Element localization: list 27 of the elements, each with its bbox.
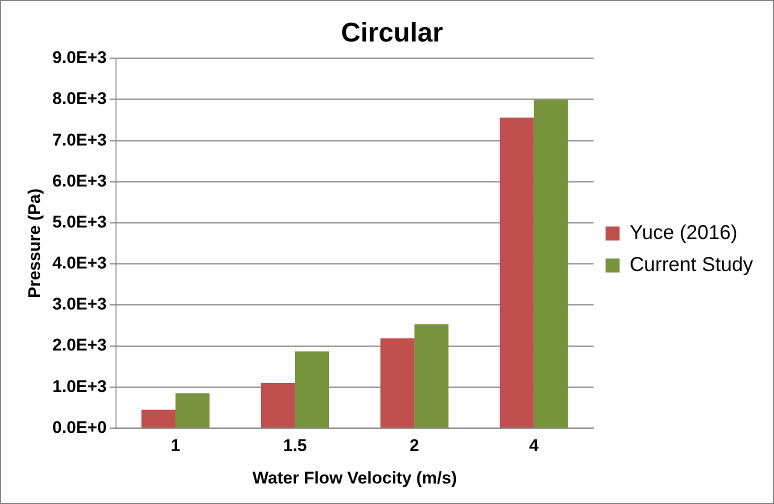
x-axis-title: Water Flow Velocity (m/s) [252,468,457,488]
bar [175,393,210,428]
y-tick-label: 3.0E+3 [52,294,107,314]
y-tick-label: 6.0E+3 [52,171,107,190]
y-tick-label: 8.0E+3 [52,89,107,108]
bar [500,118,534,428]
bar [534,99,568,428]
legend-label: Yuce (2016) [630,222,738,244]
y-tick-label: 0.0E+0 [52,418,107,437]
y-axis-title: Pressure (Pa) [24,188,44,298]
bar [141,410,176,428]
x-tick-label: 1.5 [283,436,307,456]
bar [414,324,448,428]
x-tick-label: 1 [170,436,180,456]
y-tick-label: 2.0E+3 [52,336,107,355]
legend-label: Current Study [630,254,753,276]
x-tick-label: 4 [529,436,540,456]
bar [380,338,414,428]
chart-title: Circular [340,18,444,48]
y-tick-label: 7.0E+3 [52,130,107,150]
y-tick-label: 1.0E+3 [52,376,107,396]
y-tick-label: 5.0E+3 [52,212,107,232]
y-tick-label: 9.0E+3 [52,48,107,68]
y-tick-label: 4.0E+3 [52,254,107,273]
bar [260,383,295,428]
x-tick-label: 2 [410,436,420,456]
bar [294,351,329,428]
